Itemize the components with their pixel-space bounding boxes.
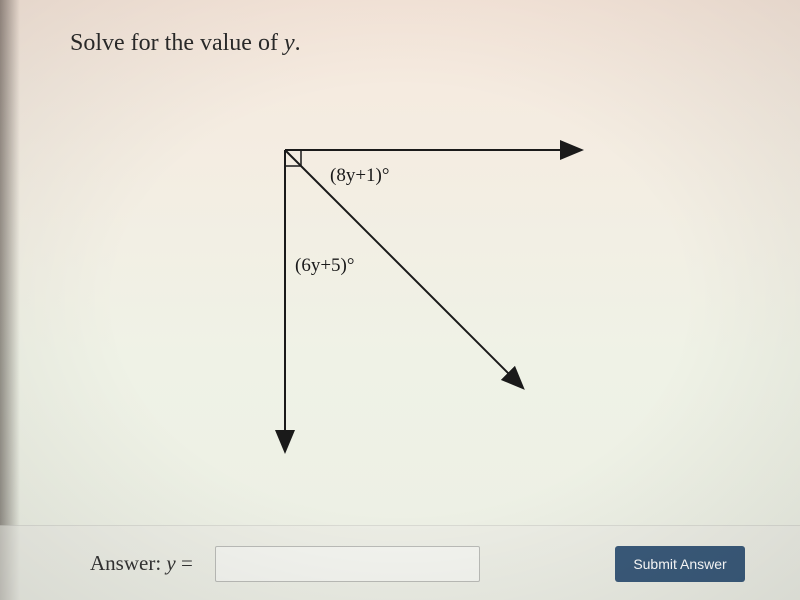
question-prompt: Solve for the value of y.	[70, 30, 301, 57]
answer-prefix: Answer:	[90, 551, 166, 575]
answer-input[interactable]	[215, 546, 480, 582]
page-left-shadow	[0, 0, 20, 600]
question-suffix: .	[295, 30, 301, 56]
question-prefix: Solve for the value of	[70, 30, 284, 56]
angle-diagram	[200, 120, 600, 480]
answer-equals: =	[176, 551, 193, 575]
answer-label: Answer: y =	[90, 551, 193, 576]
answer-variable: y	[166, 551, 175, 575]
answer-bar: Answer: y = Submit Answer	[0, 525, 800, 600]
question-variable: y	[284, 30, 295, 56]
diagram-svg	[200, 120, 600, 480]
angle-label-upper: (8y+1)°	[330, 165, 389, 187]
angle-label-lower: (6y+5)°	[295, 255, 354, 277]
submit-button[interactable]: Submit Answer	[615, 546, 745, 582]
